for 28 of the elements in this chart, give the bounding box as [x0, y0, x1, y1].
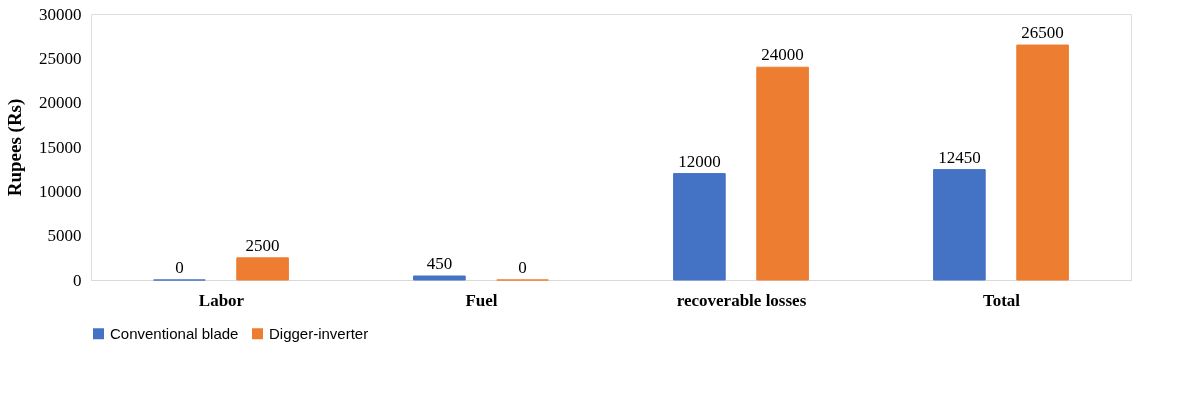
- data-label: 26500: [1021, 23, 1064, 43]
- legend-label: Digger-inverter: [269, 324, 369, 342]
- y-tick-label: 10000: [39, 181, 82, 201]
- x-tick-label: recoverable losses: [676, 290, 807, 310]
- data-label: 0: [175, 258, 184, 277]
- y-axis-title: Rupees (Rs): [4, 98, 26, 197]
- y-tick-label: 5000: [47, 226, 82, 246]
- x-tick-label: Labor: [198, 290, 245, 310]
- y-tick-label: 15000: [39, 137, 82, 157]
- y-tick-label: 20000: [39, 93, 82, 113]
- y-tick-label: 30000: [39, 4, 82, 24]
- bar: [1016, 44, 1069, 281]
- bar: [413, 275, 466, 281]
- data-label: 450: [426, 254, 453, 274]
- legend-label: Conventional blade: [110, 324, 239, 342]
- x-tick-label: Total: [982, 290, 1021, 310]
- data-label: 0: [518, 258, 527, 277]
- data-label: 12450: [938, 147, 981, 167]
- bar: [236, 257, 289, 281]
- y-tick-label: 0: [73, 270, 82, 290]
- data-label: 12000: [678, 151, 721, 171]
- bar: [933, 169, 986, 281]
- data-label: 24000: [761, 45, 804, 65]
- bar: [756, 66, 809, 281]
- data-label: 2500: [245, 235, 280, 255]
- x-tick-label: Fuel: [465, 290, 498, 310]
- y-tick-label: 25000: [39, 48, 82, 68]
- bar: [673, 173, 726, 281]
